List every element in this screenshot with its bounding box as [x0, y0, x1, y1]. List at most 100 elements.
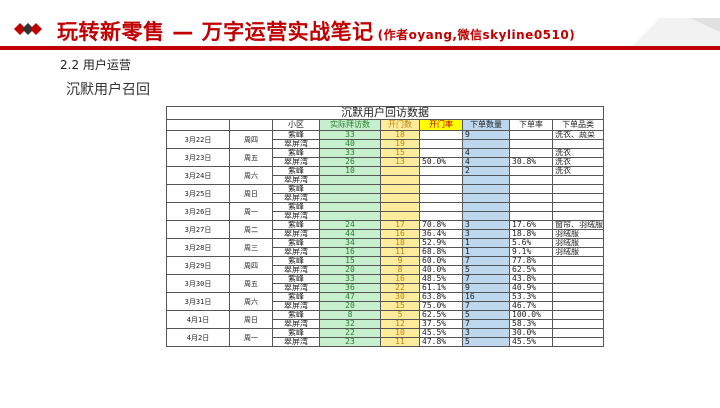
- cell-actual-visits: 33: [319, 148, 381, 158]
- row-weekday: 周一: [229, 328, 273, 347]
- table-row: 翠屏湾 44 16 36.4% 3 18.8% 羽绒服: [167, 229, 604, 239]
- cell-order-count: 4: [462, 148, 510, 158]
- cell-actual-visits: 36: [319, 283, 381, 293]
- table-row: 翠屏湾: [167, 211, 604, 221]
- cell-order-rate: 53.3%: [509, 292, 553, 302]
- cell-order-rate: 58.3%: [509, 319, 553, 329]
- cell-doors-opened: 18: [380, 130, 420, 140]
- cell-order-count: 7: [462, 274, 510, 284]
- cell-order-category: [552, 202, 604, 212]
- cell-doors-opened: 18: [380, 238, 420, 248]
- row-weekday: 周三: [229, 238, 273, 257]
- cell-actual-visits: 44: [319, 229, 381, 239]
- table-row: 3月22日 周四 紫峰 33 18 9 洗衣、蔬菜: [166, 130, 604, 149]
- cell-actual-visits: 34: [319, 238, 381, 248]
- cell-open-rate: [419, 211, 463, 221]
- cell-open-rate: [419, 193, 463, 203]
- cell-order-category: [552, 301, 604, 311]
- cell-open-rate: 61.1%: [419, 283, 463, 293]
- cell-actual-visits: 23: [319, 337, 381, 347]
- cell-open-rate: 52.9%: [419, 238, 463, 248]
- row-date: 3月31日: [166, 292, 230, 311]
- cell-doors-opened: [380, 166, 420, 176]
- cell-order-category: [552, 256, 604, 266]
- cell-doors-opened: 12: [380, 319, 420, 329]
- header-open-rate: 开门率: [419, 119, 463, 131]
- cell-order-rate: 30.8%: [509, 157, 553, 167]
- cell-actual-visits: [319, 202, 381, 212]
- cell-open-rate: 62.5%: [419, 310, 463, 320]
- cell-actual-visits: 24: [319, 220, 381, 230]
- row-weekday: 周四: [229, 130, 273, 149]
- diamond-logo-icon: [14, 23, 42, 35]
- header-actual-visits: 实际拜访数: [319, 119, 381, 131]
- cell-order-count: [462, 202, 510, 212]
- cell-doors-opened: 16: [380, 274, 420, 284]
- cell-actual-visits: 16: [319, 247, 381, 257]
- header-order-rate: 下单率: [509, 119, 553, 131]
- cell-order-count: 4: [462, 157, 510, 167]
- cell-district: 翠屏湾: [272, 337, 320, 347]
- row-weekday: 周六: [229, 292, 273, 311]
- cell-order-category: [552, 310, 604, 320]
- table-row: 3月27日 周二 紫峰 24 17 70.8% 3 17.6% 窗帘、羽绒服: [166, 220, 604, 239]
- cell-order-rate: [509, 202, 553, 212]
- cell-order-count: 16: [462, 292, 510, 302]
- cell-order-count: 7: [462, 319, 510, 329]
- cell-district: 翠屏湾: [272, 247, 320, 257]
- cell-order-rate: [509, 175, 553, 185]
- cell-district: 翠屏湾: [272, 265, 320, 275]
- cell-order-rate: 77.8%: [509, 256, 553, 266]
- cell-open-rate: 37.5%: [419, 319, 463, 329]
- cell-order-count: 5: [462, 265, 510, 275]
- cell-open-rate: 36.4%: [419, 229, 463, 239]
- cell-order-category: 洗衣: [552, 166, 604, 176]
- cell-order-category: [552, 292, 604, 302]
- cell-order-rate: [509, 166, 553, 176]
- table-row: 3月25日 周日 紫峰: [166, 184, 604, 203]
- row-date: 3月22日: [166, 130, 230, 149]
- header-blank-dow: [229, 119, 273, 131]
- table-row: 翠屏湾 16 11 68.8% 1 9.1% 羽绒服: [167, 247, 604, 257]
- cell-order-category: [552, 337, 604, 347]
- cell-actual-visits: 8: [319, 310, 381, 320]
- table-row: 3月29日 周四 紫峰 15 9 60.0% 7 77.8%: [166, 256, 604, 275]
- cell-order-rate: [509, 193, 553, 203]
- cell-doors-opened: 19: [380, 139, 420, 149]
- cell-doors-opened: 9: [380, 256, 420, 266]
- cell-order-category: [552, 283, 604, 293]
- cell-open-rate: 75.0%: [419, 301, 463, 311]
- cell-order-rate: [509, 184, 553, 194]
- row-date: 3月27日: [166, 220, 230, 239]
- row-weekday: 周二: [229, 220, 273, 239]
- table-row: 3月24日 周六 紫峰 10 2 洗衣: [166, 166, 604, 185]
- cell-order-count: [462, 139, 510, 149]
- cell-doors-opened: 15: [380, 148, 420, 158]
- cell-actual-visits: [319, 193, 381, 203]
- cell-order-count: 7: [462, 301, 510, 311]
- cell-open-rate: 47.8%: [419, 337, 463, 347]
- table-caption: 沉默用户回访数据: [166, 106, 604, 120]
- cell-order-rate: [509, 148, 553, 158]
- cell-order-count: [462, 193, 510, 203]
- author-note: (作者oyang,微信skyline0510): [377, 28, 576, 42]
- cell-doors-opened: 11: [380, 337, 420, 347]
- row-weekday: 周五: [229, 148, 273, 167]
- cell-district: 翠屏湾: [272, 211, 320, 221]
- header-district: 小区: [272, 119, 320, 131]
- cell-actual-visits: [319, 211, 381, 221]
- cell-order-category: 羽绒服: [552, 238, 604, 248]
- cell-actual-visits: [319, 175, 381, 185]
- cell-district: 翠屏湾: [272, 139, 320, 149]
- cell-order-count: 5: [462, 337, 510, 347]
- cell-doors-opened: [380, 211, 420, 221]
- cell-doors-opened: [380, 184, 420, 194]
- slide-title: 玩转新零售 — 万字运营实战笔记 (作者oyang,微信skyline0510): [57, 16, 575, 46]
- cell-district: 翠屏湾: [272, 193, 320, 203]
- row-date: 3月23日: [166, 148, 230, 167]
- cell-order-rate: 17.6%: [509, 220, 553, 230]
- cell-actual-visits: 40: [319, 139, 381, 149]
- cell-actual-visits: 32: [319, 319, 381, 329]
- cell-order-rate: 5.6%: [509, 238, 553, 248]
- cell-order-category: [552, 184, 604, 194]
